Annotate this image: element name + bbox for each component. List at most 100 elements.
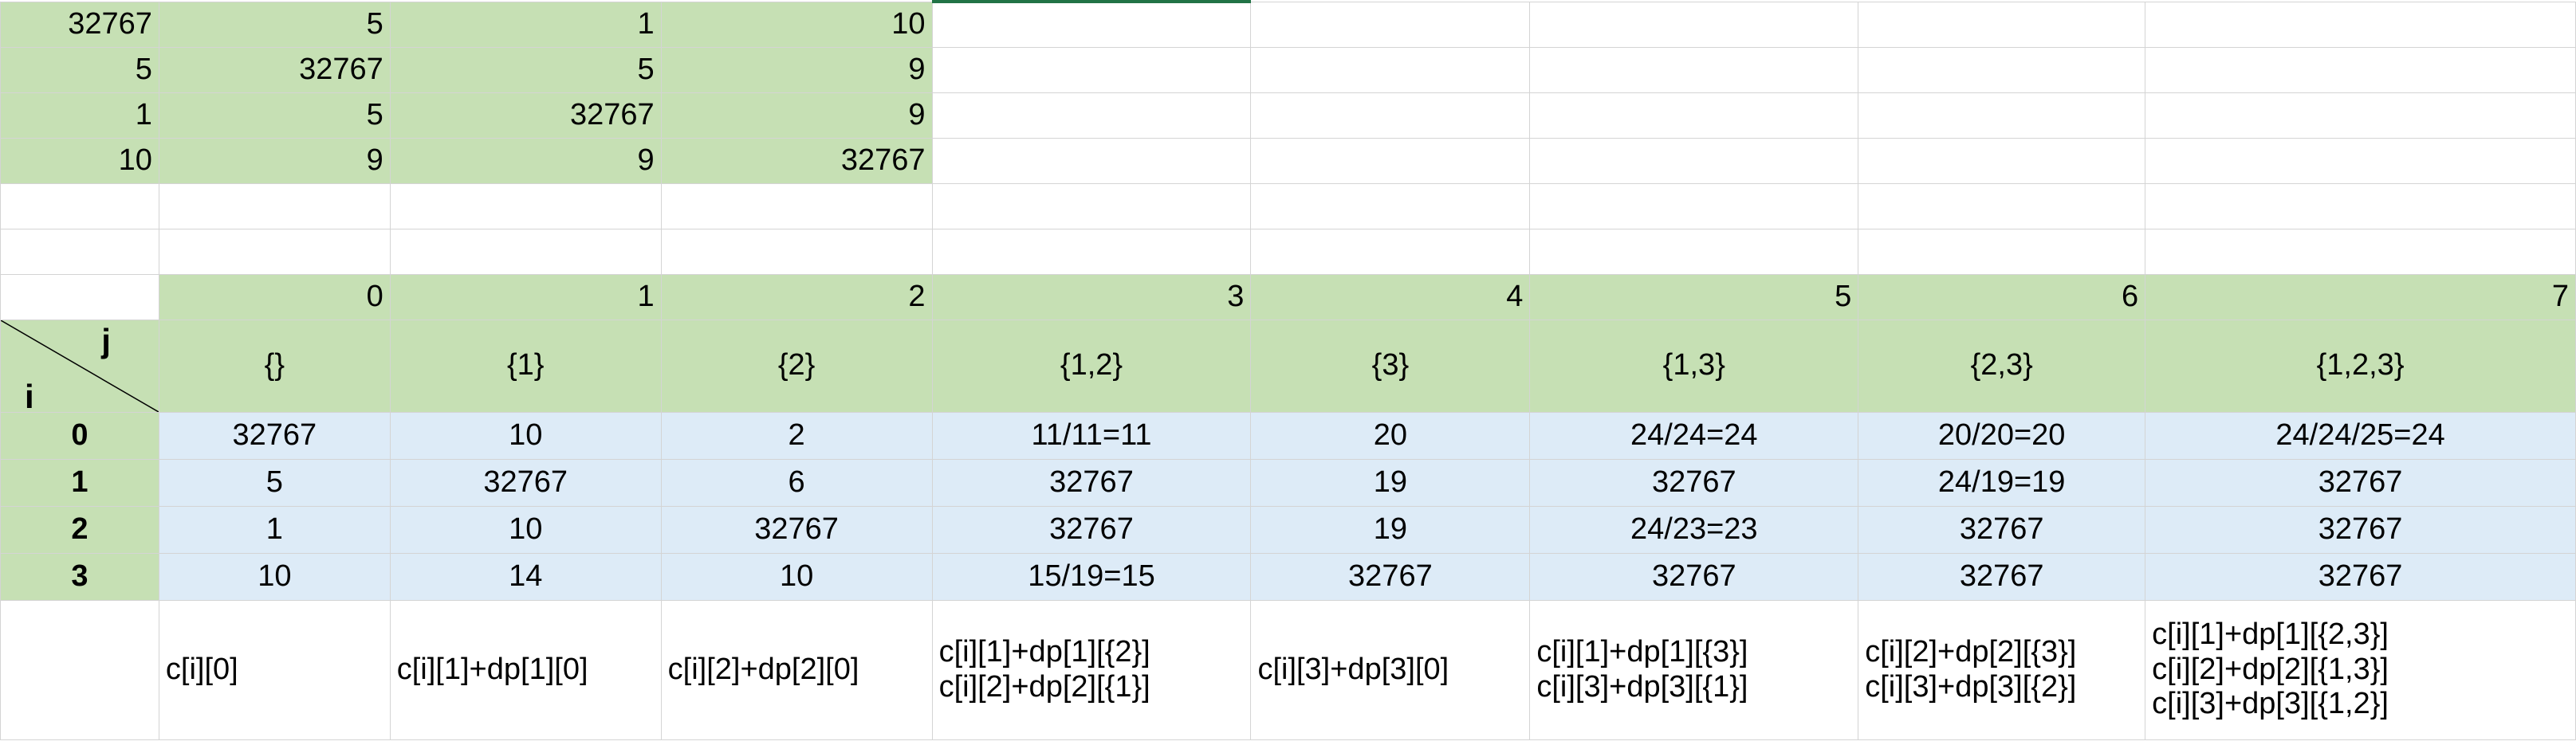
cell[interactable] [1858, 46, 2146, 93]
dp-cell[interactable]: 24/23=23 [1529, 505, 1859, 554]
formula-cell[interactable]: c[i][3]+dp[3][0] [1250, 599, 1531, 740]
column-index-cell[interactable]: 1 [389, 273, 662, 320]
subset-header[interactable]: {} [158, 319, 391, 413]
cell[interactable]: 32767 [158, 46, 391, 93]
cell[interactable] [1250, 228, 1531, 275]
dp-cell[interactable]: 6 [660, 458, 933, 507]
formula-cell[interactable]: c[i][1]+dp[1][0] [389, 599, 662, 740]
cell[interactable] [389, 182, 662, 229]
dp-cell[interactable]: 32767 [2145, 458, 2576, 507]
dp-cell[interactable]: 10 [158, 552, 391, 601]
dp-cell[interactable]: 24/19=19 [1858, 458, 2146, 507]
formula-cell[interactable]: c[i][2]+dp[2][{3}] c[i][3]+dp[3][{2}] [1858, 599, 2146, 740]
dp-cell[interactable]: 19 [1250, 458, 1531, 507]
cell[interactable] [1858, 228, 2146, 275]
cell[interactable] [1858, 92, 2146, 139]
cell[interactable]: 32767 [0, 1, 159, 48]
cell[interactable] [931, 228, 1252, 275]
row-index-cell[interactable]: 0 [0, 411, 159, 460]
dp-cell[interactable]: 5 [158, 458, 391, 507]
dp-cell[interactable]: 24/24/25=24 [2145, 411, 2576, 460]
cell[interactable]: 5 [389, 46, 662, 93]
cell[interactable]: 9 [158, 137, 391, 184]
dp-cell[interactable]: 32767 [1529, 552, 1859, 601]
cell[interactable] [158, 228, 391, 275]
dp-cell[interactable]: 10 [389, 505, 662, 554]
cell[interactable]: 9 [660, 46, 933, 93]
cell[interactable]: 10 [660, 1, 933, 48]
cell[interactable] [1529, 228, 1859, 275]
dp-cell[interactable]: 1 [158, 505, 391, 554]
cell[interactable] [2145, 46, 2576, 93]
cell[interactable] [1250, 1, 1531, 48]
dp-cell[interactable]: 32767 [158, 411, 391, 460]
cell[interactable]: 5 [158, 92, 391, 139]
column-index-cell[interactable]: 6 [1858, 273, 2146, 320]
subset-header[interactable]: {1,2} [931, 319, 1252, 413]
dp-cell[interactable]: 32767 [931, 505, 1252, 554]
dp-cell[interactable]: 32767 [931, 458, 1252, 507]
cell[interactable]: 9 [389, 137, 662, 184]
row-index-cell[interactable]: 1 [0, 458, 159, 507]
dp-cell[interactable]: 24/24=24 [1529, 411, 1859, 460]
column-index-cell[interactable]: 5 [1529, 273, 1859, 320]
cell[interactable] [2145, 228, 2576, 275]
subset-header[interactable]: {2} [660, 319, 933, 413]
column-index-cell[interactable]: 4 [1250, 273, 1531, 320]
cell[interactable] [2145, 137, 2576, 184]
dp-cell[interactable]: 20/20=20 [1858, 411, 2146, 460]
subset-header[interactable]: {3} [1250, 319, 1531, 413]
cell[interactable] [2145, 182, 2576, 229]
cell[interactable]: 9 [660, 92, 933, 139]
dp-cell[interactable]: 32767 [1529, 458, 1859, 507]
dp-cell[interactable]: 32767 [2145, 505, 2576, 554]
column-index-cell[interactable]: 2 [660, 273, 933, 320]
cell[interactable]: 1 [0, 92, 159, 139]
cell[interactable] [1250, 137, 1531, 184]
diagonal-header-cell[interactable]: j i [0, 319, 159, 413]
subset-header[interactable]: {1,2,3} [2145, 319, 2576, 413]
cell[interactable]: 32767 [389, 92, 662, 139]
cell[interactable] [1250, 46, 1531, 93]
formula-cell[interactable]: c[i][1]+dp[1][{3}] c[i][3]+dp[3][{1}] [1529, 599, 1859, 740]
formula-cell[interactable]: c[i][1]+dp[1][{2,3}] c[i][2]+dp[2][{1,3}… [2145, 599, 2576, 740]
subset-header[interactable]: {1,3} [1529, 319, 1859, 413]
row-index-cell[interactable]: 3 [0, 552, 159, 601]
dp-cell[interactable]: 32767 [389, 458, 662, 507]
dp-cell[interactable]: 20 [1250, 411, 1531, 460]
cell[interactable] [1250, 92, 1531, 139]
cell[interactable] [1529, 137, 1859, 184]
dp-cell[interactable]: 32767 [1858, 505, 2146, 554]
cell[interactable] [660, 228, 933, 275]
dp-cell[interactable]: 32767 [1858, 552, 2146, 601]
cell[interactable] [2145, 92, 2576, 139]
column-index-cell[interactable]: 0 [158, 273, 391, 320]
dp-cell[interactable]: 10 [389, 411, 662, 460]
cell[interactable] [1529, 182, 1859, 229]
cell[interactable] [158, 182, 391, 229]
formula-cell[interactable]: c[i][2]+dp[2][0] [660, 599, 933, 740]
dp-cell[interactable]: 32767 [2145, 552, 2576, 601]
cell[interactable] [931, 182, 1252, 229]
subset-header[interactable]: {2,3} [1858, 319, 2146, 413]
dp-cell[interactable]: 10 [660, 552, 933, 601]
cell[interactable] [1250, 182, 1531, 229]
dp-cell[interactable]: 19 [1250, 505, 1531, 554]
cell[interactable] [931, 46, 1252, 93]
formula-cell[interactable]: c[i][1]+dp[1][{2}] c[i][2]+dp[2][{1}] [931, 599, 1252, 740]
cell[interactable] [931, 92, 1252, 139]
cell[interactable] [0, 599, 159, 740]
row-index-cell[interactable]: 2 [0, 505, 159, 554]
dp-cell[interactable]: 11/11=11 [931, 411, 1252, 460]
cell[interactable] [1529, 1, 1859, 48]
cell[interactable] [2145, 1, 2576, 48]
cell[interactable]: 1 [389, 1, 662, 48]
formula-cell[interactable]: c[i][0] [158, 599, 391, 740]
cell[interactable] [0, 273, 159, 320]
cell[interactable] [389, 228, 662, 275]
cell[interactable] [0, 228, 159, 275]
cell[interactable]: 10 [0, 137, 159, 184]
dp-cell[interactable]: 15/19=15 [931, 552, 1252, 601]
cell[interactable]: 5 [0, 46, 159, 93]
cell[interactable] [0, 182, 159, 229]
